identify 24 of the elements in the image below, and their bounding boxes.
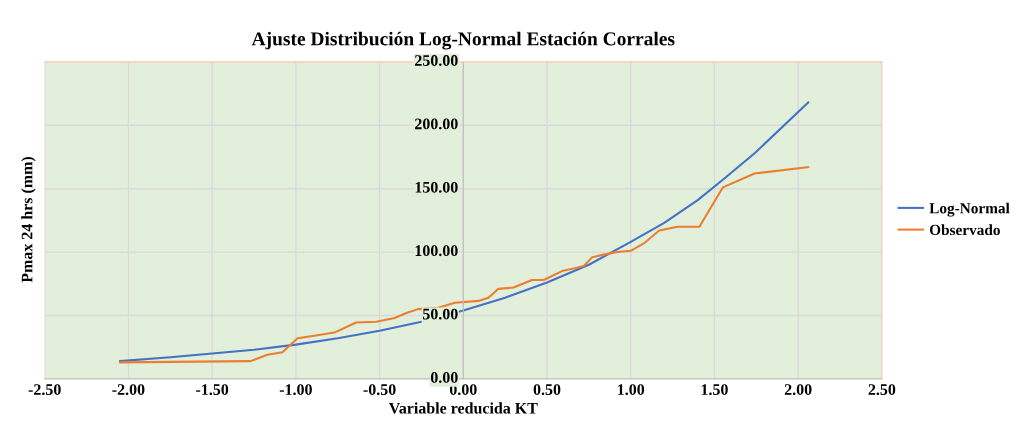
y-tick-label: 250.00 [415,55,458,66]
x-tick-label: -1.00 [279,384,312,396]
x-tick-label: -1.50 [196,384,229,396]
x-tick-label: 2.00 [784,384,812,396]
chart-title: Ajuste Distribución Log-Normal Estación Corrales [251,31,675,50]
legend-label: Log-Normal [929,202,1010,217]
line-series [119,166,810,364]
x-tick-label: 2.50 [868,384,896,396]
line-series [119,101,810,363]
x-tick-label: -0.50 [363,384,396,396]
x-tick-label: 1.50 [701,384,728,396]
x-tick-label: 0.50 [533,384,561,396]
y-tick-label: 150.00 [415,181,458,193]
y-axis-title: Pmax 24 hrs (mm) [21,156,36,283]
y-tick-label: 0.00 [430,372,458,383]
y-tick-label: 200.00 [415,118,458,130]
x-tick-label: -2.50 [28,384,61,396]
x-tick-label: 0.00 [449,384,477,396]
y-tick-label: 100.00 [415,245,458,257]
y-tick-label: 50.00 [422,308,458,320]
x-axis-title: Variable reducida KT [388,402,538,414]
legend-label: Observado [929,224,1000,236]
x-tick-label: -2.00 [112,384,145,396]
x-tick-label: 1.00 [618,384,645,396]
